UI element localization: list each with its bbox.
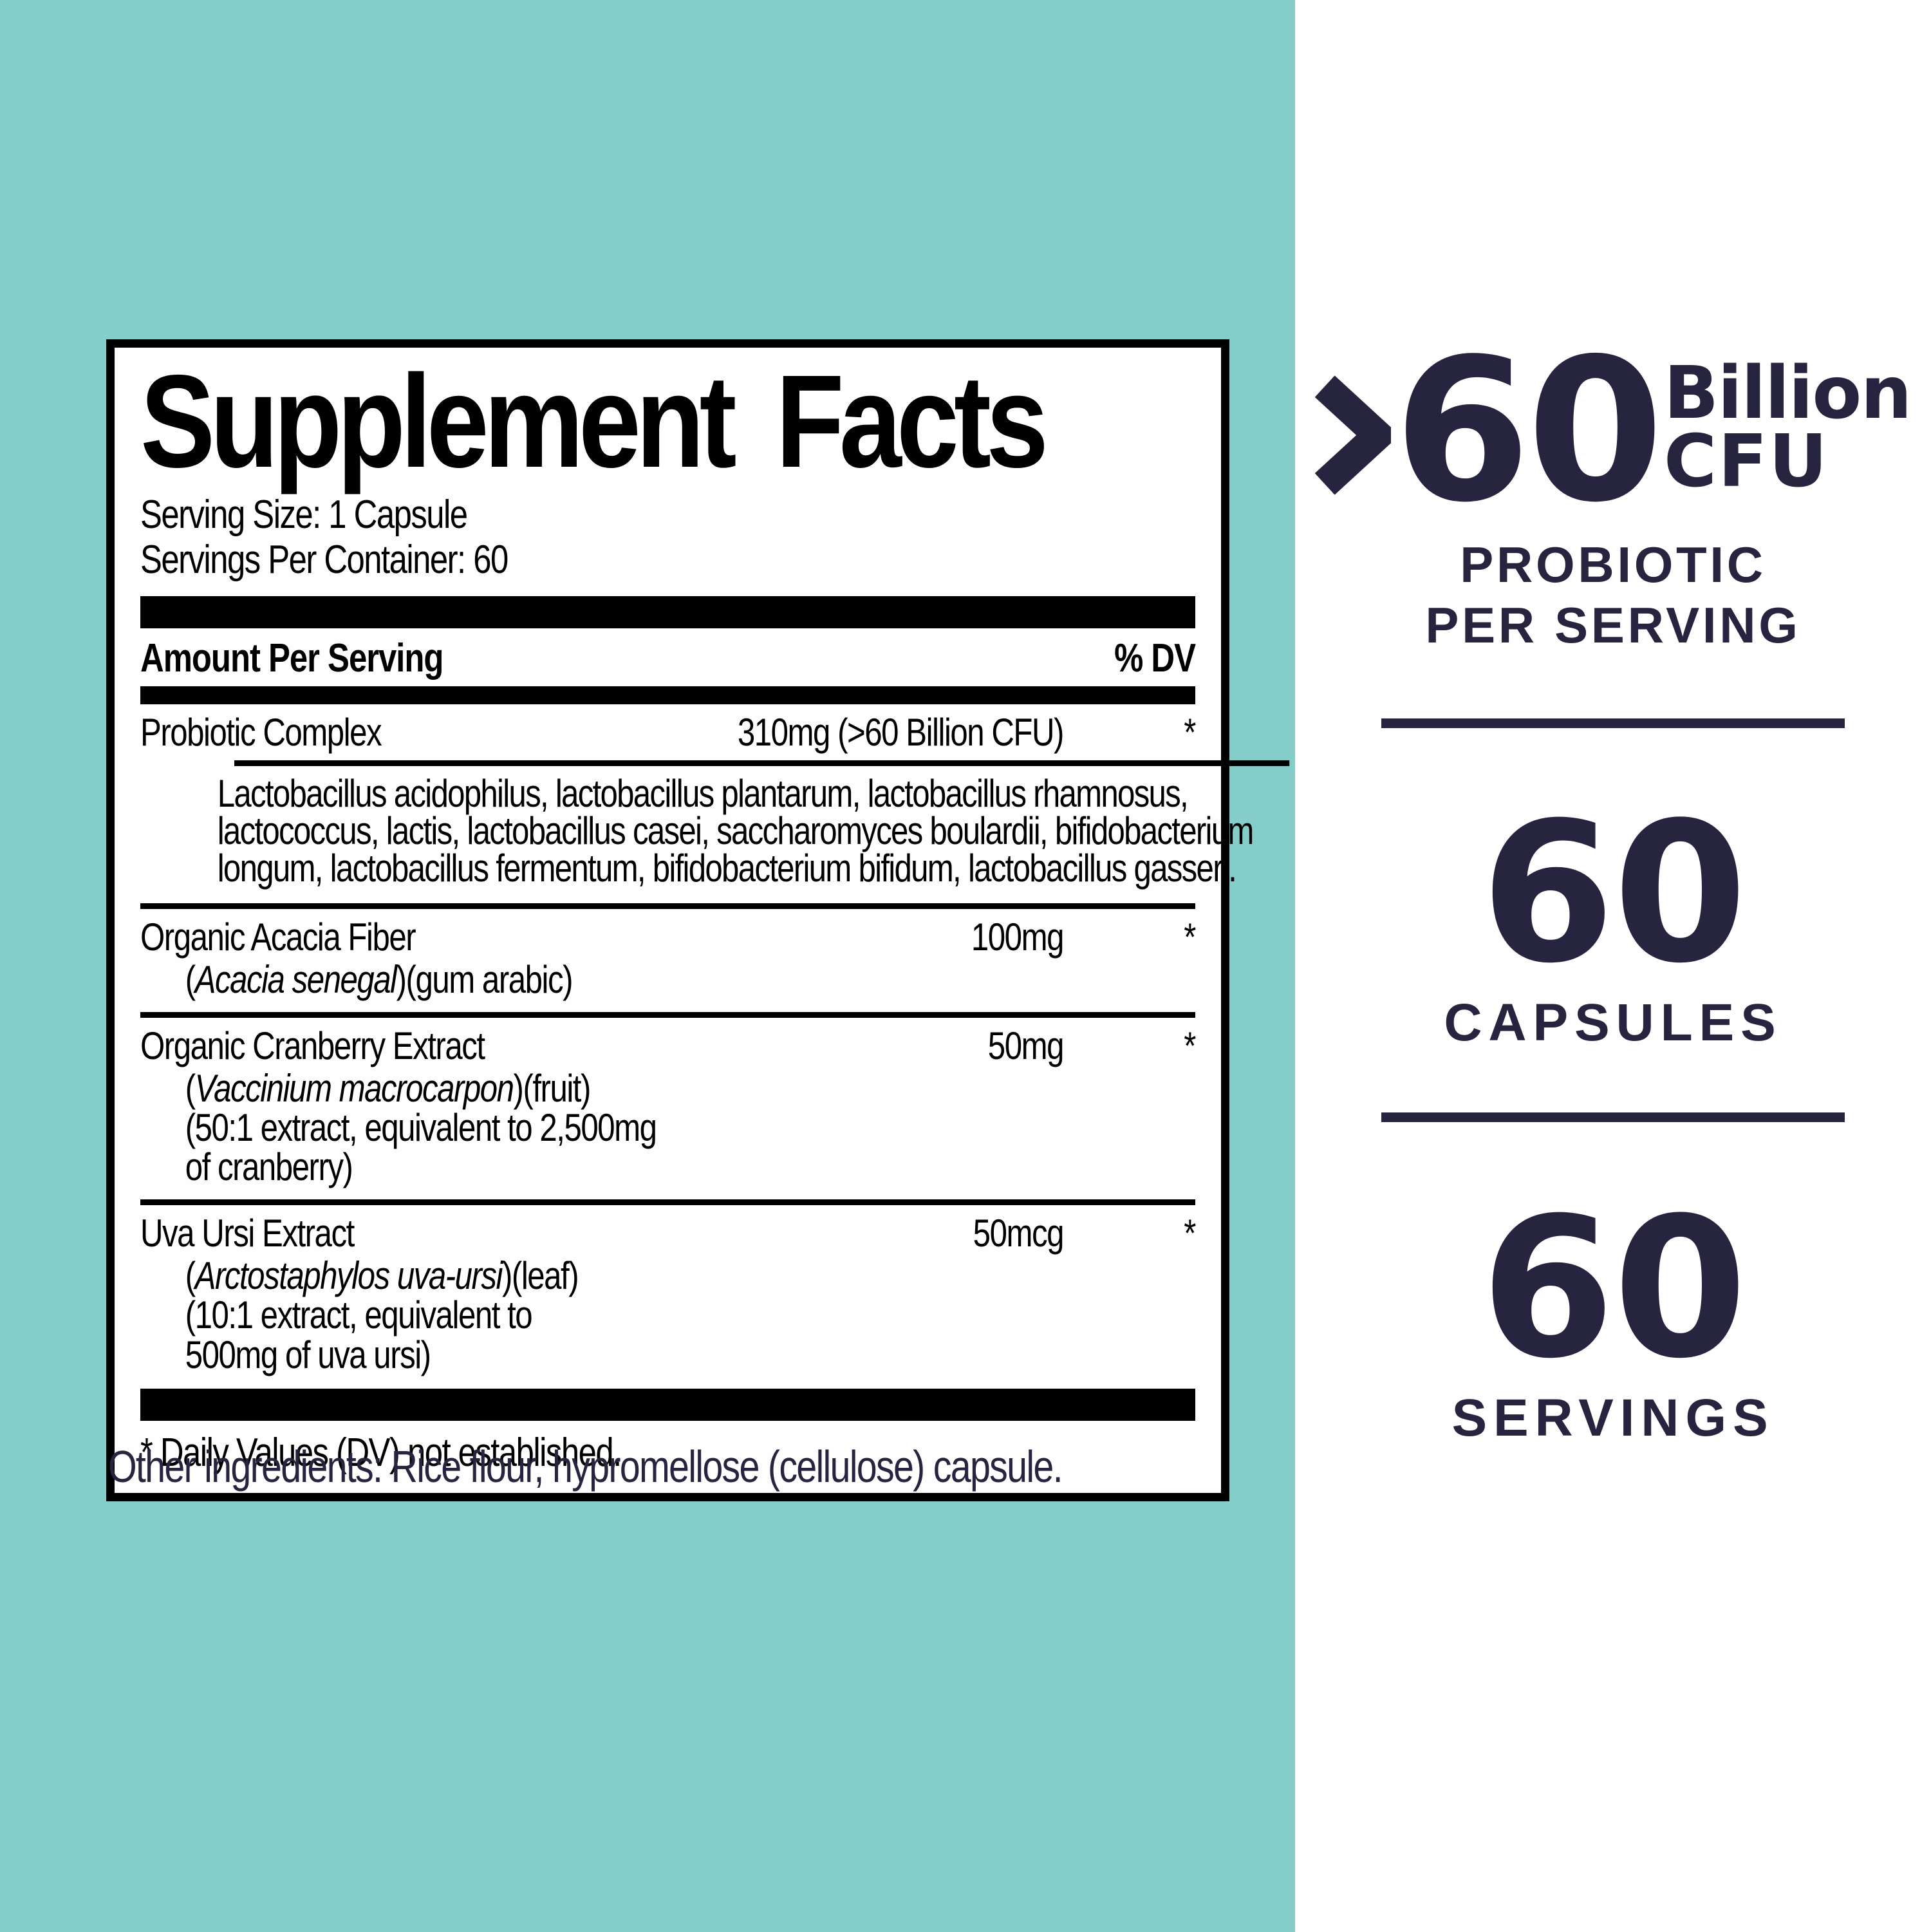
column-header-row: Amount Per Serving % DV xyxy=(140,628,1196,686)
separator-rule xyxy=(140,1199,1195,1206)
ingredient-source-line: (Acacia senegal)(gum arabic) xyxy=(140,957,1240,1006)
facts-panel: 60 Billion CFU PROBIOTIC PER SERVING 60 … xyxy=(1295,0,1931,1932)
ingredient-row-acacia-fiber: Organic Acacia Fiber 100mg * xyxy=(140,909,1196,960)
supplement-facts-title: Supplement Facts xyxy=(140,348,1049,495)
cfu-count-number: 60 xyxy=(1394,317,1664,546)
teal-background: Supplement Facts Serving Size: 1 Capsule… xyxy=(0,0,1295,1932)
source-suffix: )(leaf) xyxy=(502,1254,579,1298)
latin-name: Vaccinium macrocarpon xyxy=(194,1066,514,1110)
ingredient-row-uva-ursi-extract: Uva Ursi Extract 50mcg * xyxy=(140,1205,1196,1256)
stat-divider xyxy=(1381,1112,1845,1122)
ingredient-equivalence-line: (10:1 extract, equivalent to xyxy=(185,1293,533,1337)
ingredient-source-line: (Arctostaphylos uva-ursi)(leaf) xyxy=(140,1256,1240,1295)
ingredient-dv: * xyxy=(1184,1024,1196,1067)
paren: ( xyxy=(185,957,196,1001)
source-suffix: )(fruit) xyxy=(513,1066,592,1110)
servings-per-container: Servings Per Container: 60 xyxy=(140,537,508,582)
ingredient-dv: * xyxy=(1184,1212,1196,1255)
cfu-unit-cfu: CFU xyxy=(1663,420,1829,504)
ingredient-dv: * xyxy=(1184,915,1196,959)
supplement-facts-box: Supplement Facts Serving Size: 1 Capsule… xyxy=(106,339,1289,1502)
servings-count: 60 xyxy=(1480,1176,1747,1401)
capsules-label: CAPSULES xyxy=(1444,993,1782,1052)
thick-divider-bar-bottom xyxy=(140,1388,1195,1421)
other-ingredients: Other ingredients: Rice flour, hypromell… xyxy=(108,1441,1063,1492)
serving-size: Serving Size: 1 Capsule xyxy=(140,492,468,538)
probiotic-strains-description: Lactobacillus acidophilus, lactobacillus… xyxy=(217,771,1255,890)
ingredient-equivalence-line: (50:1 extract, equivalent to 2,500mg xyxy=(185,1105,657,1149)
thick-divider-bar-top xyxy=(140,596,1195,628)
daily-values-footnote: * Daily Values (DV) not established. xyxy=(140,1430,622,1475)
ingredient-equivalence-line: 500mg of uva ursi) xyxy=(185,1333,431,1376)
ingredient-amount: 50mcg xyxy=(973,1212,1065,1255)
medium-divider-bar xyxy=(140,686,1195,704)
ingredient-row-probiotic-complex: Probiotic Complex 310mg (>60 Billion CFU… xyxy=(140,704,1196,755)
paren: ( xyxy=(185,1066,196,1110)
indented-separator-rule xyxy=(234,760,1289,766)
ingredient-name: Organic Cranberry Extract xyxy=(140,1024,485,1067)
ingredient-source-line: (Vaccinium macrocarpon)(fruit) xyxy=(140,1069,1240,1108)
source-suffix: )(gum arabic) xyxy=(396,957,574,1001)
ingredient-name: Uva Ursi Extract xyxy=(140,1212,355,1255)
probiotic-caption-line2: PER SERVING xyxy=(1425,597,1801,653)
cfu-unit-billion: Billion xyxy=(1663,352,1912,436)
ingredient-name: Organic Acacia Fiber xyxy=(140,915,416,959)
greater-than-icon xyxy=(1315,375,1392,496)
stat-divider xyxy=(1381,718,1845,728)
latin-name: Arctostaphylos uva-ursi xyxy=(194,1254,503,1298)
ingredient-amount: 50mg xyxy=(987,1024,1065,1067)
percent-dv-header: % DV xyxy=(1114,635,1196,680)
ingredient-dv: * xyxy=(1184,710,1196,754)
ingredient-row-cranberry-extract: Organic Cranberry Extract 50mg * xyxy=(140,1018,1196,1069)
separator-rule xyxy=(140,1011,1195,1018)
cfu-headline: 60 Billion CFU xyxy=(1295,317,1931,546)
probiotic-caption-line1: PROBIOTIC xyxy=(1460,536,1766,593)
separator-rule xyxy=(140,903,1195,909)
amount-per-serving-header: Amount Per Serving xyxy=(140,635,443,680)
cfu-unit-stack: Billion CFU xyxy=(1663,352,1912,504)
capsules-count: 60 xyxy=(1480,781,1747,1006)
ingredient-amount: 310mg (>60 Billion CFU) xyxy=(737,710,1065,754)
latin-name: Acacia senegal xyxy=(194,957,397,1001)
ingredient-equivalence-line: of cranberry) xyxy=(185,1145,353,1189)
ingredient-amount: 100mg xyxy=(971,915,1065,959)
servings-label: SERVINGS xyxy=(1451,1389,1775,1447)
paren: ( xyxy=(185,1254,196,1298)
ingredient-name: Probiotic Complex xyxy=(140,710,382,754)
